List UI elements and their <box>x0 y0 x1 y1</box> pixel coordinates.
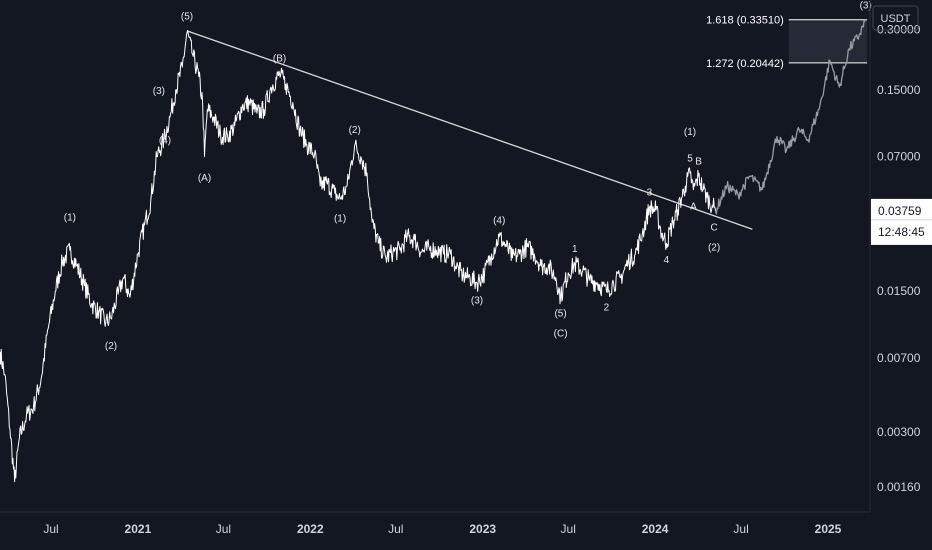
wave-label: (3) <box>471 296 483 307</box>
fib-level-label: 1.618 (0.33510) <box>706 15 784 27</box>
fib-level-label: 1.272 (0.20442) <box>706 58 784 70</box>
wave-label: (5) <box>554 309 566 320</box>
time-tick-label: 2023 <box>469 522 496 536</box>
price-tick-label: 0.30000 <box>877 22 921 36</box>
time-tick-label: 2021 <box>125 522 152 536</box>
time-tick-label: Jul <box>388 522 403 536</box>
fib-labels-group: 1.618 (0.33510) 1.272 (0.20442) <box>706 15 784 70</box>
wave-labels-group: (1) (2) (3) (4) (5) (A) (B) (1) (2) (3) (4) (5) (C) 1… <box>64 1 872 353</box>
projection-series-group <box>714 19 867 215</box>
wave-label: (1) <box>64 213 76 224</box>
time-axis[interactable]: Jul 2021 Jul 2022 Jul 2023 Jul 2024 Jul 2025 <box>43 522 841 536</box>
currency-label: USDT <box>881 13 911 25</box>
price-tick-label: 0.01500 <box>877 284 921 298</box>
time-tick-label: 2025 <box>815 522 842 536</box>
wave-label: 4 <box>664 255 670 266</box>
trendline-group <box>186 30 753 230</box>
price-tick-label: 0.00700 <box>877 351 921 365</box>
price-axis[interactable]: 0.30000 0.15000 0.07000 0.01500 0.00700 0.003… <box>877 22 921 494</box>
wave-label: 1 <box>572 244 578 255</box>
wave-label: (C) <box>554 329 568 340</box>
fib-zone-group <box>788 19 868 64</box>
time-tick-label: 2022 <box>297 522 324 536</box>
time-tick-label: Jul <box>561 522 576 536</box>
current-price-box-bg <box>871 198 932 245</box>
descending-trendline <box>186 30 753 230</box>
time-tick-label: 2024 <box>642 522 669 536</box>
price-tick-label: 0.15000 <box>877 83 921 97</box>
wave-label: 5 <box>687 154 693 165</box>
wave-label: B <box>695 157 702 168</box>
wave-label: 3 <box>647 188 653 199</box>
wave-label: (A) <box>198 173 211 184</box>
wave-label: (3) <box>860 1 872 12</box>
price-tick-label: 0.00160 <box>877 480 921 494</box>
time-tick-label: Jul <box>733 522 748 536</box>
currency-button-frame <box>872 5 919 31</box>
price-tick-label: 0.00300 <box>877 425 921 439</box>
price-tick-label: 0.07000 <box>877 150 921 164</box>
wave-label: A <box>690 201 697 212</box>
wave-label: (2) <box>105 341 117 352</box>
wave-label: (5) <box>181 11 193 22</box>
currency-button[interactable]: USDT <box>872 5 919 31</box>
price-series-group <box>0 30 717 483</box>
time-tick-label: Jul <box>43 522 58 536</box>
price-line <box>0 30 717 483</box>
wave-label: (2) <box>708 242 720 253</box>
wave-label: (3) <box>153 86 165 97</box>
wave-label: (4) <box>159 136 171 147</box>
wave-label: (1) <box>684 127 696 138</box>
current-price-value: 0.03759 <box>878 204 922 218</box>
fib-zone-fill <box>788 19 868 63</box>
wave-label: (2) <box>349 125 361 136</box>
projection-line <box>714 19 867 215</box>
wave-label: (4) <box>493 216 505 227</box>
current-price-countdown: 12:48:45 <box>878 225 925 239</box>
wave-label: (B) <box>273 54 286 65</box>
current-price-box: 0.03759 12:48:45 <box>871 198 932 245</box>
wave-label: 2 <box>604 302 610 313</box>
wave-label: (1) <box>334 213 346 224</box>
time-tick-label: Jul <box>216 522 231 536</box>
wave-label: C <box>710 222 717 233</box>
